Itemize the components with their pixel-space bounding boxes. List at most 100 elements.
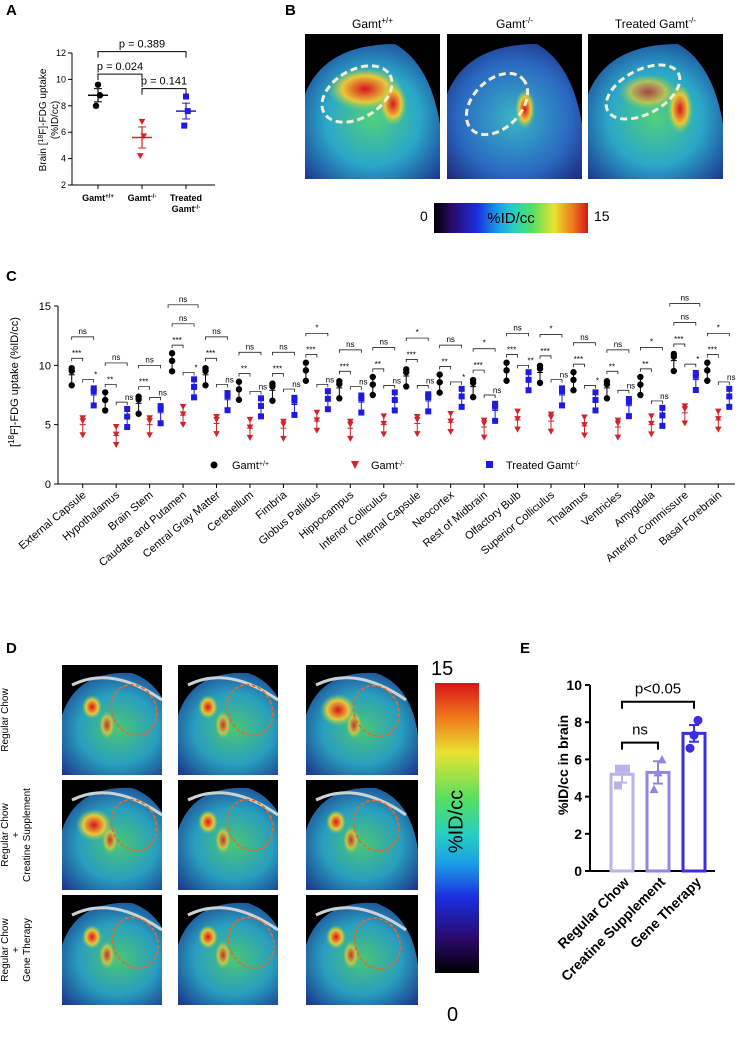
panel-e-point — [615, 764, 623, 773]
panel-c-point — [246, 416, 254, 423]
panel-a-point — [138, 118, 146, 125]
panel-c-point — [168, 357, 176, 365]
panel-c-point — [458, 385, 465, 392]
panel-c-sig: *** — [206, 349, 215, 358]
panel-a-xlabel-3: Treated — [170, 193, 202, 203]
panel-c-point — [101, 389, 109, 396]
legend-ko-marker — [351, 461, 359, 469]
panel-c-point — [213, 431, 220, 438]
panel-c-bracket — [439, 366, 452, 370]
panel-c-sig: *** — [574, 355, 583, 364]
panel-c-point — [726, 393, 733, 400]
panel-b-label-3: Treated Gamt-/- — [588, 16, 723, 31]
panel-c-point — [614, 434, 622, 441]
panel-c-sig: ns — [279, 342, 287, 351]
panel-c-point — [391, 389, 398, 396]
pet-scan-d-3-3 — [306, 895, 418, 1005]
panel-c-ylabel-sup: 18 — [7, 434, 16, 443]
panel-b-cbar-max: 15 — [594, 208, 610, 224]
panel-c-point — [347, 435, 354, 442]
panel-c-point — [681, 420, 689, 427]
panel-c-sig: * — [717, 323, 720, 332]
panel-a-bracket — [97, 73, 143, 81]
panel-c-sig: ns — [125, 393, 133, 402]
panel-c-bracket — [71, 357, 84, 362]
panel-c-sig: ns — [292, 380, 300, 389]
panel-e-bar — [645, 770, 671, 873]
panel-c-bracket — [617, 389, 630, 394]
panel-c-sig: *** — [507, 346, 516, 355]
panel-c-point — [692, 372, 699, 379]
panel-c-point — [570, 369, 577, 376]
legend-treated-base: Treated Gamt — [506, 460, 573, 472]
panel-c-ytick-label: 0 — [45, 479, 51, 491]
panel-c-sig: ns — [359, 378, 367, 387]
panel-c-point — [391, 407, 398, 414]
pet-scan-d-1-2 — [178, 665, 278, 775]
panel-b-label-2-base: Gamt — [496, 17, 526, 31]
panel-c-bracket — [167, 304, 199, 308]
panel-c-region-label: Hypothalamus — [61, 489, 123, 544]
panel-c-point — [469, 379, 477, 387]
panel-c-point — [714, 408, 722, 415]
panel-c-point — [112, 442, 120, 449]
panel-c-sig: ns — [727, 373, 735, 382]
panel-c-point — [503, 367, 510, 374]
legend-treated-sup: -/- — [573, 461, 580, 468]
panel-e-point — [693, 715, 703, 725]
panel-b-colorbar — [434, 203, 588, 233]
panel-c-point — [603, 395, 611, 402]
panel-c-bracket — [283, 388, 295, 393]
panel-c-sig: ** — [642, 360, 648, 369]
panel-c-point — [458, 393, 465, 400]
panel-c-sig: * — [650, 338, 653, 347]
panel-c-bracket — [506, 354, 518, 358]
panel-c-point — [659, 422, 666, 429]
panel-c-bracket — [171, 323, 195, 327]
panel-e-ytick-label: 8 — [574, 714, 582, 730]
panel-c-point — [514, 416, 521, 423]
panel-d-cbar-max: 15 — [431, 658, 454, 680]
panel-c-point — [413, 416, 421, 423]
panel-c-sig: ns — [446, 335, 454, 344]
panel-b-cbar-label: %ID/cc — [487, 210, 535, 227]
panel-e-point — [653, 767, 663, 777]
panel-c-sig: ns — [179, 295, 187, 304]
panel-c-bracket — [684, 363, 697, 368]
panel-c-point — [458, 403, 465, 410]
panel-letter-d: D — [6, 640, 17, 657]
panel-e-bar — [681, 731, 707, 873]
panel-c-chart: [18F]-FDG uptake (%ID/cc) 051015External… — [7, 294, 736, 569]
panel-c-point — [380, 413, 388, 420]
panel-c-point — [358, 409, 365, 416]
panel-d-row-label-2: Regular Chow + Creatine Supplement — [0, 775, 40, 895]
panel-c-sig: ns — [158, 388, 166, 397]
panel-c-bracket — [506, 332, 529, 337]
panel-c-bracket — [669, 303, 701, 307]
panel-a-ytick-label: 6 — [61, 127, 66, 137]
panel-c-sig: *** — [72, 349, 81, 358]
panel-c-point — [447, 418, 454, 425]
panel-d-row-label-3: Regular Chow + Gene Therapy — [0, 890, 40, 1010]
panel-c-point — [124, 424, 131, 431]
panel-c-point — [637, 391, 644, 399]
panel-c-point — [648, 413, 655, 420]
panel-c-point — [436, 389, 443, 396]
panel-c-sig: ns — [112, 353, 120, 362]
panel-e-point — [614, 781, 622, 790]
panel-c-sig: ns — [225, 375, 233, 384]
panel-c-point — [413, 431, 421, 438]
panel-c-bracket — [651, 400, 663, 404]
panel-c-bracket — [517, 364, 529, 369]
panel-c-point — [581, 422, 588, 429]
panel-c-point — [726, 403, 733, 410]
panel-c-sig: *** — [340, 362, 349, 371]
panel-c-point — [380, 431, 388, 438]
panel-c-point — [101, 396, 109, 404]
panel-d-row-label-line: + — [11, 832, 22, 838]
panel-c-sig: ** — [375, 360, 381, 369]
panel-c-point — [570, 387, 577, 394]
panel-a-xlabel-3-sup: -/- — [195, 205, 201, 211]
panel-a-xlabel-2-base: Gamt — [128, 193, 151, 203]
panel-c-point — [257, 402, 264, 409]
